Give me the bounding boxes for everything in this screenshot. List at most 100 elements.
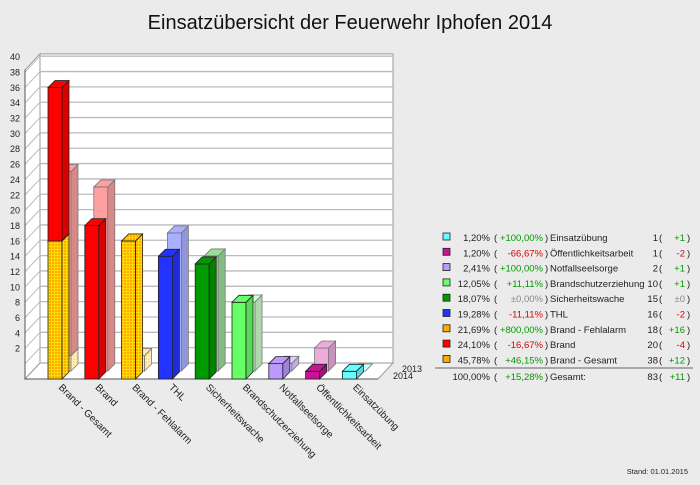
legend-paren: ( — [494, 294, 498, 305]
bar-2014-side — [208, 255, 217, 380]
legend-paren: ( — [659, 233, 663, 244]
legend-name: Gesamt: — [550, 372, 586, 383]
legend-percent: 1,20% — [463, 233, 490, 244]
legend-percent: 2,41% — [463, 264, 490, 275]
bar-2014-top — [304, 363, 328, 372]
chart-title: Einsatzübersicht der Feuerwehr Iphofen 2… — [148, 12, 553, 34]
legend-count: 38 — [647, 355, 658, 366]
legend-paren: ) — [545, 310, 548, 321]
legend-swatch — [442, 354, 451, 363]
bar-2014-brand-fehlalarm-front — [47, 240, 63, 380]
legend-paren: ( — [659, 372, 663, 383]
legend-paren: ( — [659, 325, 663, 336]
legend-paren: ( — [659, 355, 663, 366]
bar-2013-side — [217, 247, 226, 372]
bar-2014-top — [120, 233, 144, 242]
legend-percent: 1,20% — [463, 248, 490, 259]
y-tick-label: 34 — [10, 98, 20, 108]
y-tick-label: 12 — [10, 267, 20, 277]
bar-2014-top — [231, 294, 254, 303]
legend-paren: ( — [659, 294, 663, 305]
depth-label-2014: 2014 — [393, 371, 413, 381]
bar-2014-side — [98, 217, 107, 380]
legend-diff: -2 — [677, 310, 685, 321]
legend-diff: -4 — [677, 340, 685, 351]
bar-2013-side — [107, 178, 116, 372]
legend-swatch — [442, 293, 451, 302]
y-tick-label: 2 — [15, 344, 20, 354]
legend-name: Einsatzübung — [550, 233, 608, 244]
legend-paren: ) — [687, 248, 690, 259]
legend-item: 1,20%(+100,00%) Einsatzübung 1(+1) — [442, 232, 690, 244]
grid-line-side — [24, 316, 41, 334]
legend-paren: ) — [687, 310, 690, 321]
grid-line-side — [24, 224, 41, 242]
legend-diff: +1 — [674, 233, 685, 244]
legend-percent: 45,78% — [458, 355, 491, 366]
legend-paren: ) — [545, 340, 548, 351]
bar-2014-front — [305, 370, 321, 380]
legend-paren: ) — [545, 325, 548, 336]
y-tick-label: 30 — [10, 129, 20, 139]
legend-paren: ) — [687, 325, 690, 336]
legend-change: +15,28% — [505, 372, 543, 383]
bar-2014-front — [231, 301, 247, 380]
legend-paren: ( — [494, 233, 498, 244]
bar-2014-top — [341, 363, 365, 372]
legend-item: 45,78%(+46,15%) Brand - Gesamt 38(+12) — [442, 354, 690, 366]
legend-change: -66,67% — [508, 248, 544, 259]
grid-line-side — [24, 209, 41, 226]
legend-percent: 21,69% — [458, 325, 491, 336]
grid-line-side — [24, 86, 41, 104]
legend-swatch — [442, 247, 451, 256]
grid-line-side — [24, 117, 41, 134]
legend-paren: ( — [494, 248, 498, 259]
bar-2014-top — [194, 256, 218, 265]
bar-2014-front — [157, 255, 173, 380]
legend-percent: 12,05% — [458, 279, 491, 290]
legend-paren: ( — [659, 340, 663, 351]
legend-item: 12,05%(+11,11%) Brandschutzerziehung 10(+1… — [442, 278, 690, 290]
footer-date: Stand: 01.01.2015 — [627, 467, 688, 476]
legend-percent: 100,00% — [452, 372, 490, 383]
bar-2014-front — [268, 363, 284, 380]
bar-2013-side — [254, 294, 263, 372]
legend-paren: ( — [494, 372, 498, 383]
legend-item: 1,20%(-66,67%) Öffentlichkeitsarbeit 1(-2) — [442, 247, 690, 259]
legend-name: Notfallseelsorge — [550, 264, 618, 275]
legend-paren: ) — [687, 355, 690, 366]
y-tick-label: 8 — [15, 298, 20, 308]
bar-2013-top — [166, 225, 190, 234]
legend-percent: 24,10% — [458, 340, 491, 351]
x-tick-label: Brandschutzerziehung — [240, 382, 318, 460]
legend-change: +800,00% — [500, 325, 544, 336]
legend-swatch — [442, 263, 451, 272]
legend-item: 21,69%(+800,00%) Brand - Fehlalarm 18(+16) — [442, 324, 690, 336]
legend-paren: ) — [545, 233, 548, 244]
legend-paren: ) — [687, 372, 690, 383]
legend-count: 18 — [647, 325, 658, 336]
legend-diff: +12 — [669, 355, 685, 366]
legend-paren: ( — [659, 264, 663, 275]
grid-line-side — [24, 193, 41, 211]
legend-change: -16,67% — [508, 340, 544, 351]
legend-name: THL — [550, 310, 568, 321]
legend-paren: ) — [545, 355, 548, 366]
legend-count: 83 — [647, 372, 658, 383]
bar-2014-brand-front — [47, 87, 63, 242]
y-tick-label: 14 — [10, 252, 20, 262]
bar-2014-front — [84, 225, 100, 380]
grid-line-side — [24, 55, 41, 73]
y-tick-label: 4 — [15, 328, 20, 338]
legend-paren: ) — [687, 340, 690, 351]
legend-count: 1 — [653, 233, 658, 244]
legend-swatch — [442, 232, 451, 241]
legend-paren: ( — [659, 248, 663, 259]
legend-count: 20 — [647, 340, 658, 351]
y-tick-label: 20 — [10, 206, 20, 216]
legend-diff: +11 — [670, 372, 685, 383]
grid-line-side — [24, 331, 41, 349]
grid-line-side — [24, 163, 41, 180]
y-tick-label: 32 — [10, 114, 20, 124]
bar-2014-top — [157, 248, 181, 257]
